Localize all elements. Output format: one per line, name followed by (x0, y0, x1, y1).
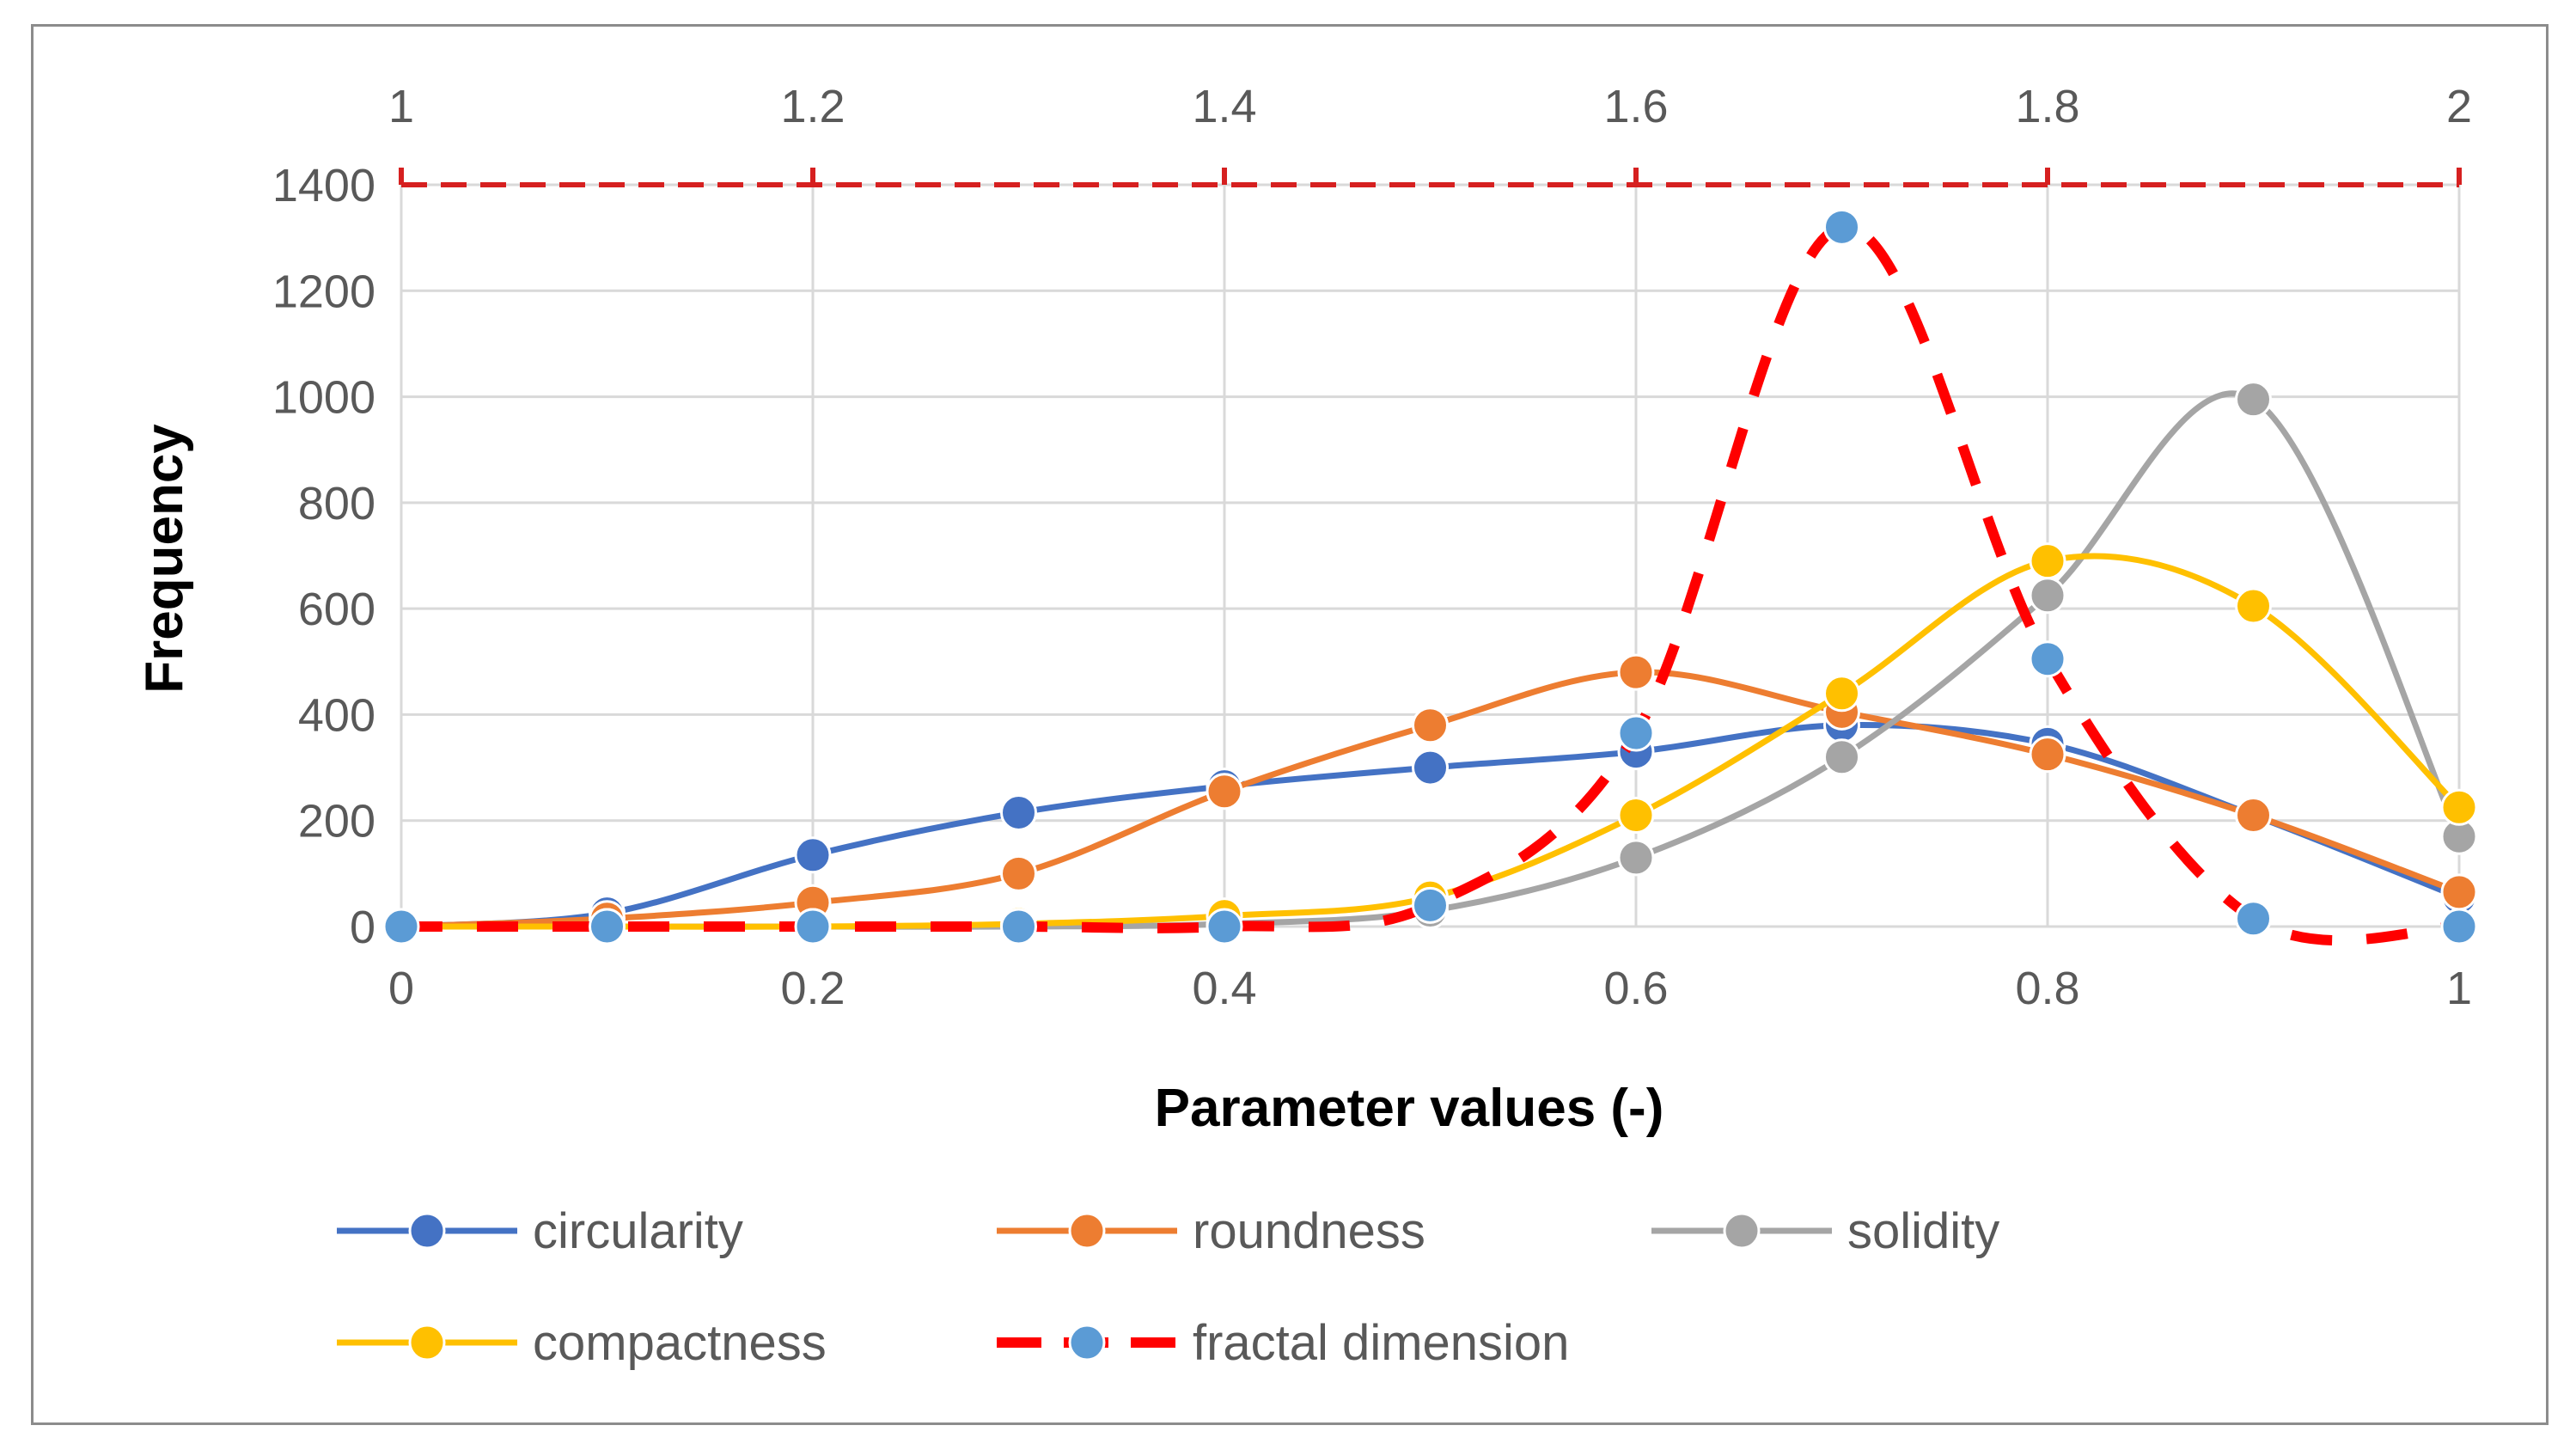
data-point (2440, 788, 2478, 826)
data-point (1000, 854, 1037, 892)
y-tick-label: 1400 (272, 160, 375, 211)
legend-label: roundness (1193, 1203, 1425, 1259)
legend-label: solidity (1847, 1203, 1999, 1259)
data-point (2029, 577, 2066, 615)
data-point (2440, 873, 2478, 911)
data-point (1412, 749, 1449, 786)
data-point (1412, 707, 1449, 744)
grid (399, 168, 2462, 928)
y-tick-label: 600 (298, 584, 375, 635)
legend-item: fractal dimension (997, 1315, 1569, 1371)
data-point (2029, 640, 2066, 678)
x-tick-label: 0 (388, 963, 414, 1014)
series-line (400, 222, 2460, 946)
legend-marker (1068, 1212, 1106, 1250)
data-point (794, 908, 832, 945)
x-tick-label: 0.8 (2015, 963, 2079, 1014)
data-point (1823, 675, 1860, 713)
legend-label: compactness (533, 1315, 827, 1371)
data-point (1206, 773, 1243, 811)
y-tick-label: 800 (298, 478, 375, 529)
x2-tick-label: 1.8 (2015, 81, 2079, 132)
data-point (1206, 908, 1243, 945)
series-compactness (382, 542, 2478, 945)
data-point (2029, 542, 2066, 580)
data-point (2440, 908, 2478, 945)
data-point (2235, 381, 2272, 419)
y-tick-label: 200 (298, 796, 375, 847)
data-point (589, 908, 626, 945)
series-line (400, 390, 2463, 930)
data-point (1823, 208, 1860, 246)
y-tick-label: 400 (298, 689, 375, 741)
series-solidity (382, 381, 2478, 945)
x-tick-label: 0.2 (780, 963, 845, 1014)
data-point (2235, 797, 2272, 835)
data-point (1617, 839, 1655, 877)
legend-item: compactness (337, 1315, 827, 1371)
x2-tick-label: 1.6 (1603, 81, 1668, 132)
data-point (1617, 653, 1655, 691)
data-point (1000, 793, 1037, 831)
legend-marker (408, 1212, 446, 1250)
legend-marker (1723, 1212, 1761, 1250)
legend-marker (1068, 1324, 1106, 1361)
y-axis-title: Frequency (135, 424, 194, 694)
legend-marker (408, 1324, 446, 1361)
x-axis-title: Parameter values (-) (1155, 1079, 1664, 1138)
legend-label: fractal dimension (1193, 1315, 1569, 1371)
tick-labels: 0 200 400 600 800 1000 1200 1400 0 0.2 0.4 0.6 0.8 1 1… (272, 81, 2472, 1014)
x-tick-label: 0.6 (1603, 963, 1668, 1014)
x-tick-label: 0.4 (1192, 963, 1256, 1014)
y-tick-label: 1000 (272, 372, 375, 424)
series-fractal-dimension (382, 208, 2478, 946)
x-tick-label: 1 (2446, 963, 2472, 1014)
series-layer (382, 208, 2478, 946)
legend: circularity roundness solidity compactness f… (337, 1203, 1999, 1371)
y-tick-label: 0 (350, 902, 375, 953)
data-point (1412, 886, 1449, 924)
data-point (2029, 736, 2066, 774)
legend-label: circularity (533, 1203, 743, 1259)
x2-tick-label: 1.4 (1192, 81, 1256, 132)
x2-tick-label: 1.2 (780, 81, 845, 132)
legend-item: solidity (1651, 1203, 1999, 1259)
data-point (382, 908, 420, 945)
data-point (794, 836, 832, 874)
data-point (1000, 908, 1037, 945)
y-tick-label: 1200 (272, 266, 375, 317)
data-point (1823, 738, 1860, 776)
x2-tick-label: 1 (388, 81, 414, 132)
chart-frame (31, 24, 2549, 1425)
data-point (1617, 714, 1655, 752)
legend-item: roundness (997, 1203, 1425, 1259)
legend-item: circularity (337, 1203, 743, 1259)
x2-tick-label: 2 (2446, 81, 2472, 132)
data-point (1617, 797, 1655, 835)
data-point (2235, 900, 2272, 938)
data-point (2235, 587, 2272, 625)
